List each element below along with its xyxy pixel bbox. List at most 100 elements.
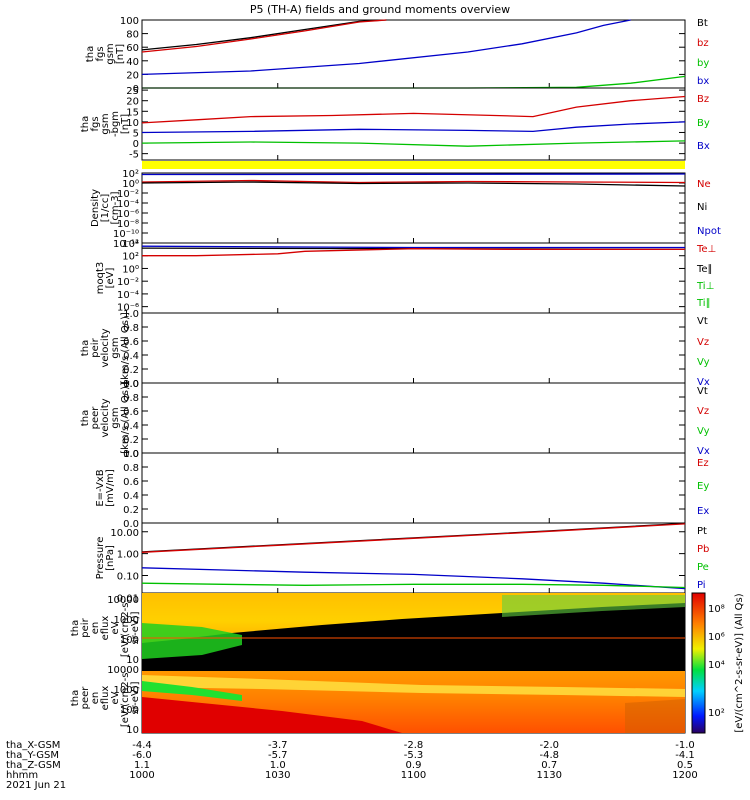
x-axis-value: 1130 — [537, 770, 562, 781]
panel-1: 0 20 40 60 80 100 tha fgs gsm [nT] Bt bz by bx — [85, 16, 709, 95]
y-tick-label: 10⁻⁶ — [117, 303, 139, 314]
y-tick-label: 0.8 — [123, 463, 139, 474]
series-line-2 — [141, 523, 686, 553]
ion-spectrogram-orange-stripe — [142, 637, 685, 639]
legend-entry: Vz — [697, 406, 709, 417]
legend-entry: Ex — [697, 506, 709, 517]
x-axis-value: 1.0 — [270, 760, 286, 771]
y-tick-label: 10⁻² — [117, 277, 139, 288]
y-axis-label: gsm — [105, 43, 116, 64]
y-tick-label: 100 — [120, 705, 139, 716]
legend-entry: Vt — [697, 316, 708, 327]
y-axis-label: tha — [85, 46, 96, 62]
y-tick-label: 0.0 — [123, 449, 139, 460]
y-axis-label: [cm-3] — [110, 191, 121, 224]
series-line-2 — [141, 179, 686, 184]
electron-spectrogram-yellow-band — [142, 675, 685, 697]
panel-frame — [141, 87, 686, 161]
series-line-1 — [141, 95, 686, 124]
x-axis-value: -4.4 — [132, 740, 152, 751]
y-axis-label: velocity — [100, 398, 111, 437]
y-tick-label: 10⁻⁶ — [117, 209, 139, 220]
x-axis-row-label: hhmm — [6, 770, 38, 781]
y-tick-label: 10.00 — [110, 528, 139, 539]
y-axis-label: [nT] — [120, 114, 131, 134]
y-tick-label: 10⁰ — [122, 264, 139, 275]
legend-entry: Ni — [697, 202, 707, 213]
y-tick-label: 0 — [133, 84, 139, 95]
y-axis-label: [nT] — [115, 44, 126, 64]
y-tick-label: 20 — [126, 97, 139, 108]
y-tick-label: 10000 — [107, 595, 139, 606]
y-axis-label: gsm — [100, 113, 111, 134]
legend-entry: Ey — [697, 481, 709, 492]
legend-entry: Te⊥ — [696, 244, 716, 255]
series-line-3 — [142, 248, 685, 257]
x-axis-annotations: tha_X-GSM -4.4 -3.7 -2.8 -2.0 -1.0 tha_Y-GSM -6… — [6, 740, 698, 791]
y-axis-label: [mV/m] — [105, 469, 116, 507]
x-axis-value: 1200 — [672, 770, 697, 781]
y-tick-label: 1.0 — [123, 449, 139, 460]
y-tick-label: 40 — [126, 57, 139, 68]
legend-entry: Vx — [697, 446, 710, 457]
y-axis-label: [km/s (All Qs)] — [120, 382, 131, 454]
y-tick-label: 10000 — [107, 665, 139, 676]
y-axis-label: eV — [110, 621, 121, 634]
x-axis-value: 1000 — [129, 770, 154, 781]
colorbar-tick-label: 10⁸ — [708, 604, 725, 615]
y-tick-label: 10² — [122, 169, 139, 180]
ion-spectrogram-green-band — [142, 623, 242, 659]
y-tick-label: 0.10 — [117, 572, 139, 583]
y-tick-label: 10⁻¹⁰ — [113, 229, 139, 240]
y-tick-label: 1000 — [114, 685, 139, 696]
y-tick-label: 0.8 — [123, 323, 139, 334]
y-axis-label: -bgm — [110, 111, 121, 137]
y-axis-label: tha — [80, 410, 91, 426]
legend-entry: Pi — [697, 580, 706, 591]
legend-entry: Vy — [697, 357, 710, 368]
legend-entry: Vx — [697, 377, 710, 388]
series-line-1 — [141, 173, 686, 176]
legend-entry: Npot — [697, 226, 721, 237]
ion-spectrogram-upper-band — [502, 595, 685, 617]
y-tick-label: 0.0 — [123, 519, 139, 530]
y-axis-label: velocity — [100, 328, 111, 367]
y-axis-label: en — [90, 692, 101, 705]
x-axis-value: -1.0 — [675, 740, 695, 751]
y-axis-label: peer — [90, 406, 101, 430]
y-axis-label: [1/cc] — [100, 194, 111, 223]
legend-entry: Bx — [697, 141, 710, 152]
y-axis-label: peir — [90, 337, 101, 357]
y-tick-label: 0.6 — [123, 337, 139, 348]
panel-5: 0.0 0.2 0.4 0.6 0.8 1.0 tha peir velocity gsm [km/… — [80, 309, 710, 390]
x-axis-value: -5.3 — [404, 750, 424, 761]
x-axis-value: 0.5 — [677, 760, 693, 771]
y-tick-label: 10 — [126, 725, 139, 736]
y-axis-label: [eV] — [105, 268, 116, 289]
colorbar-gradient — [691, 592, 706, 734]
y-axis-label: [nPa] — [105, 545, 116, 571]
y-tick-label: 0.01 — [117, 593, 139, 604]
legend-entry: Pt — [697, 526, 707, 537]
legend-entry: bx — [697, 76, 709, 87]
y-tick-label: 0 — [133, 139, 139, 150]
y-tick-label: 10 — [126, 118, 139, 129]
legend-entry: By — [697, 118, 710, 129]
ion-spectrogram-low-flux-region — [142, 603, 685, 663]
y-tick-label: 1.0 — [123, 379, 139, 390]
y-tick-label: 10 — [126, 655, 139, 666]
panel-frame — [141, 452, 686, 524]
x-axis-value: -2.8 — [404, 740, 424, 751]
panel-frame — [141, 19, 686, 89]
y-tick-label: 0.2 — [123, 505, 139, 516]
y-axis-label: eflux — [100, 616, 111, 641]
y-tick-label: 10⁰ — [122, 179, 139, 190]
legend-entry: Ti⊥ — [696, 281, 714, 292]
y-tick-label: 100 — [120, 635, 139, 646]
series-line-3 — [141, 181, 686, 187]
y-axis-label: moqt3 — [95, 262, 106, 295]
y-axis-label: E=-VxB — [95, 469, 106, 506]
y-tick-label: 10⁻⁸ — [117, 219, 139, 230]
legend-entry: Pe — [697, 562, 709, 573]
